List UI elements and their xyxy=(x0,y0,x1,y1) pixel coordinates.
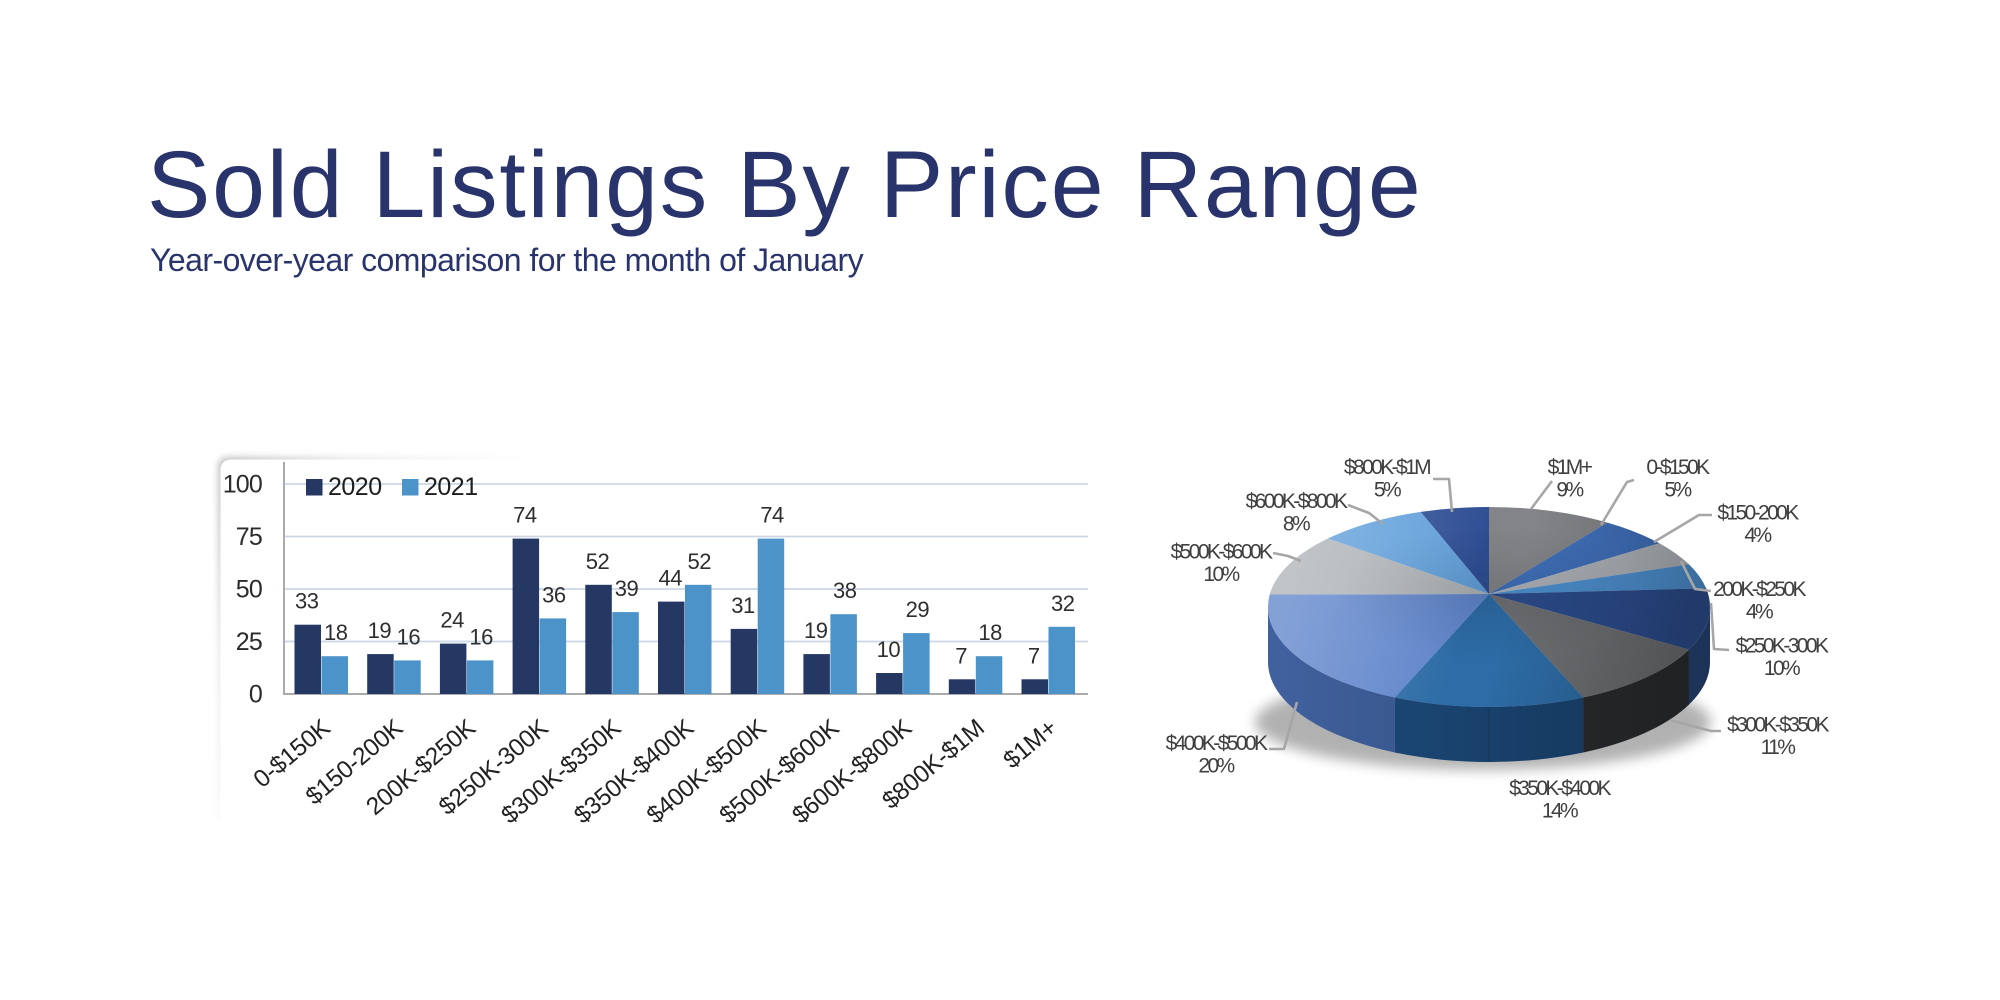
svg-text:74: 74 xyxy=(513,503,537,528)
svg-text:75: 75 xyxy=(236,523,262,551)
svg-text:39: 39 xyxy=(615,576,639,601)
svg-text:5%: 5% xyxy=(1664,479,1691,502)
svg-text:16: 16 xyxy=(469,624,493,649)
svg-text:19: 19 xyxy=(804,618,828,643)
svg-text:32: 32 xyxy=(1051,591,1075,616)
svg-text:10%: 10% xyxy=(1764,657,1800,680)
svg-text:2020: 2020 xyxy=(328,473,382,501)
svg-text:Year-over-year comparison for: Year-over-year comparison for the month … xyxy=(150,242,864,278)
svg-text:0-$150K: 0-$150K xyxy=(1646,456,1710,479)
svg-text:$250K-300K: $250K-300K xyxy=(1736,635,1829,658)
svg-text:4%: 4% xyxy=(1746,601,1773,624)
svg-text:19: 19 xyxy=(368,618,392,643)
svg-text:14%: 14% xyxy=(1542,800,1578,823)
svg-text:0: 0 xyxy=(249,681,262,709)
svg-text:$300K-$350K: $300K-$350K xyxy=(1727,714,1829,737)
svg-text:200K-$250K: 200K-$250K xyxy=(1713,578,1806,601)
svg-text:38: 38 xyxy=(833,578,857,603)
svg-text:20%: 20% xyxy=(1198,755,1234,778)
svg-text:7: 7 xyxy=(1028,643,1040,668)
svg-text:5%: 5% xyxy=(1374,479,1401,502)
svg-text:44: 44 xyxy=(658,566,682,591)
svg-text:18: 18 xyxy=(324,620,348,645)
svg-text:4%: 4% xyxy=(1744,524,1771,547)
svg-text:11%: 11% xyxy=(1761,736,1796,759)
svg-text:$1M+: $1M+ xyxy=(1548,456,1593,479)
svg-text:10: 10 xyxy=(877,637,901,662)
svg-text:16: 16 xyxy=(397,624,421,649)
svg-text:10%: 10% xyxy=(1203,563,1239,586)
svg-text:$800K-$1M: $800K-$1M xyxy=(1344,456,1430,479)
svg-text:52: 52 xyxy=(687,549,711,574)
svg-text:$350K-$400K: $350K-$400K xyxy=(1509,777,1611,800)
svg-text:29: 29 xyxy=(906,597,930,622)
svg-text:18: 18 xyxy=(978,620,1002,645)
svg-text:Sold Listings By Price Range: Sold Listings By Price Range xyxy=(147,132,1422,238)
svg-text:31: 31 xyxy=(731,593,755,618)
svg-text:74: 74 xyxy=(760,503,784,528)
svg-text:25: 25 xyxy=(236,628,262,656)
svg-text:33: 33 xyxy=(295,589,319,614)
svg-text:8%: 8% xyxy=(1283,513,1310,536)
svg-text:$400K-$500K: $400K-$500K xyxy=(1166,732,1268,755)
svg-text:36: 36 xyxy=(542,582,566,607)
svg-text:7: 7 xyxy=(955,643,967,668)
svg-text:52: 52 xyxy=(586,549,610,574)
svg-text:100: 100 xyxy=(223,471,262,499)
svg-text:$150-200K: $150-200K xyxy=(1717,502,1799,525)
svg-text:9%: 9% xyxy=(1556,479,1583,502)
svg-text:2021: 2021 xyxy=(424,473,478,501)
svg-text:24: 24 xyxy=(440,608,464,633)
svg-text:50: 50 xyxy=(236,576,262,604)
svg-text:$500K-$600K: $500K-$600K xyxy=(1171,541,1273,564)
svg-text:$600K-$800K: $600K-$800K xyxy=(1246,490,1348,513)
